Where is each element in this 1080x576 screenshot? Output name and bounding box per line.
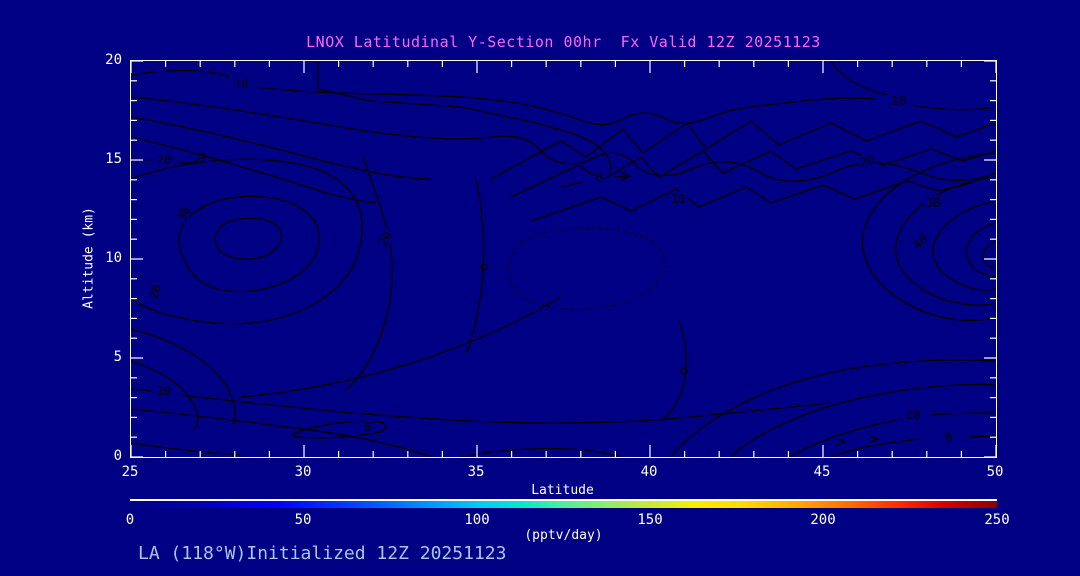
colorbar-tick-label: 50	[294, 512, 312, 528]
colorbar-units-label: (pptv/day)	[524, 528, 603, 543]
y-tick-label: 15	[105, 151, 122, 167]
y-tick-label: 5	[113, 349, 122, 365]
contour-label: 30	[926, 196, 940, 210]
initialization-caption: LA (118°W)Initialized 12Z 20251123	[138, 543, 507, 564]
contour-label: 0	[364, 420, 371, 434]
contour-label: 10	[892, 94, 906, 108]
contour-label: 10	[234, 77, 248, 91]
colorbar-tick-label: 250	[984, 512, 1010, 528]
y-tick-label: 10	[105, 250, 122, 266]
x-tick-label: 50	[986, 464, 1004, 480]
contour-label: 20	[147, 283, 164, 301]
contour-plot: 10 10 20 30 20 20 0 10 20 30 40 10 10 0 …	[131, 61, 996, 457]
x-tick-label: 25	[121, 464, 139, 480]
plot-area: 10 10 20 30 20 20 0 10 20 30 40 10 10 0 …	[130, 60, 997, 458]
x-axis-title: Latitude	[531, 483, 594, 498]
contour-label: 40	[910, 232, 930, 252]
colorbar-gradient	[130, 499, 997, 508]
contour-label: 20	[858, 153, 876, 170]
y-tick-label: 20	[105, 52, 122, 68]
contour-label: 0	[944, 430, 954, 445]
contour-label: 10	[906, 408, 920, 422]
x-tick-label: 30	[294, 464, 312, 480]
contour-labels: 10 10 20 30 20 20 0 10 20 30 40 10 10 0 …	[144, 75, 956, 448]
contour-label: 0	[595, 170, 602, 184]
colorbar-tick-label: 150	[637, 512, 663, 528]
contour-label: 10	[671, 192, 685, 206]
contour-label: 10	[157, 384, 171, 398]
x-tick-label: 40	[640, 464, 658, 480]
contour-lines	[131, 61, 996, 457]
axis-tick-marks	[131, 61, 996, 457]
y-tick-label: 0	[113, 448, 122, 464]
contour-label: 20	[376, 229, 395, 249]
colorbar-tick-label: 200	[810, 512, 836, 528]
x-tick-label: 45	[813, 464, 831, 480]
colorbar-tick-label: 100	[464, 512, 490, 528]
contour-label: 30	[175, 204, 193, 222]
x-tick-label: 35	[467, 464, 485, 480]
chart-title: LNOX Latitudinal Y-Section 00hr Fx Valid…	[306, 33, 821, 51]
contour-label: 20	[157, 153, 171, 167]
colorbar-tick-label: 0	[125, 512, 135, 528]
